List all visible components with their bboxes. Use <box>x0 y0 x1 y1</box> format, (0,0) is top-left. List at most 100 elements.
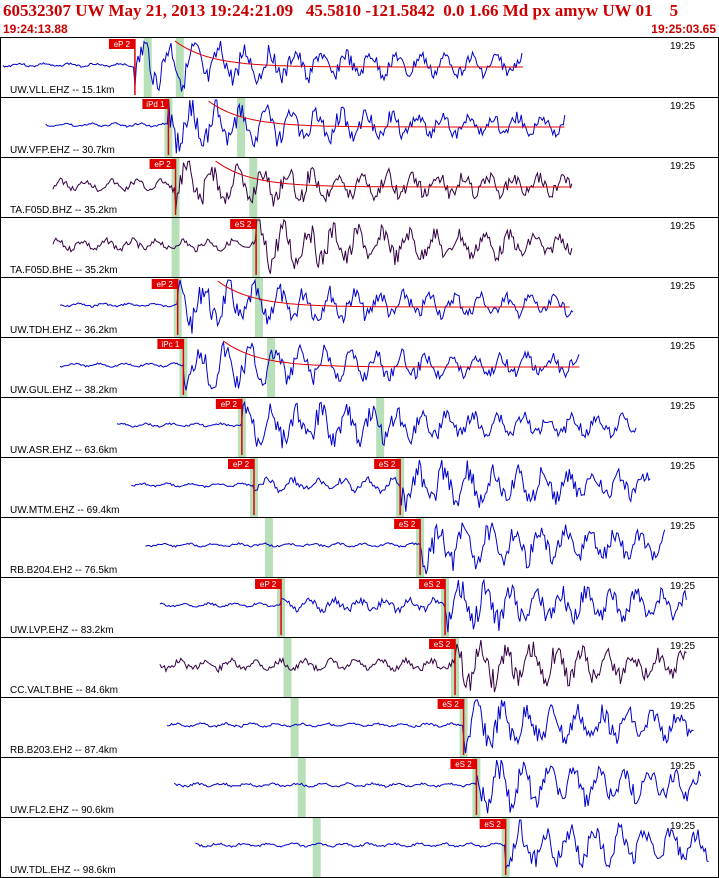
station-label: UW.LVP.EHZ -- 83.2km <box>10 625 114 636</box>
pick-label: eS 2 <box>235 220 252 229</box>
pick-label: eP 2 <box>260 580 277 589</box>
arrival-marker <box>249 158 258 217</box>
arrival-marker <box>312 818 321 877</box>
waveform <box>45 99 566 154</box>
waveform <box>195 819 709 871</box>
station-label: UW.TDL.EHZ -- 98.6km <box>10 865 116 876</box>
event-header: 60532307 UW May 21, 2013 19:24:21.09 45.… <box>0 0 719 38</box>
waveform <box>166 699 694 753</box>
coda-curve <box>223 340 580 368</box>
station-label: TA.F05D.BHE -- 35.2km <box>10 265 118 276</box>
time-tick-label: 19:25 <box>670 401 695 412</box>
pick-label-box[interactable] <box>230 219 257 229</box>
arrival-marker <box>283 638 292 697</box>
pick-label-box[interactable] <box>157 339 184 349</box>
time-tick-label: 19:25 <box>670 821 695 832</box>
station-label: UW.GUL.EHZ -- 38.2km <box>10 385 117 396</box>
station-label: UW.ASR.EHZ -- 63.6km <box>10 445 117 456</box>
station-label: UW.VLL.EHZ -- 15.1km <box>10 85 114 96</box>
trace-row[interactable]: eS 2 19:25 RB.B203.EH2 -- 87.4km <box>0 697 719 758</box>
pick-label-box[interactable] <box>255 579 282 589</box>
pick-label: eS 2 <box>379 460 396 469</box>
time-tick-label: 19:25 <box>670 761 695 772</box>
arrival-marker <box>237 98 246 157</box>
pick-label-box[interactable] <box>374 459 401 469</box>
pick-label: eP 2 <box>154 160 171 169</box>
coda-curve <box>208 100 565 128</box>
time-tick-label: 19:25 <box>670 641 695 652</box>
arrival-marker <box>254 278 263 337</box>
arrival-marker <box>267 338 276 397</box>
time-tick-label: 19:25 <box>670 461 695 472</box>
trace-row[interactable]: eP 2 19:25 UW.ASR.EHZ -- 63.6km <box>0 397 719 458</box>
trace-row[interactable]: eS 2 19:25 UW.FL2.EHZ -- 90.6km <box>0 757 719 818</box>
pick-label: eS 2 <box>399 520 416 529</box>
coda-curve <box>217 280 570 308</box>
pick-label-box[interactable] <box>215 399 242 409</box>
time-tick-label: 19:25 <box>670 161 695 172</box>
pick-label-box[interactable] <box>437 699 464 709</box>
pick-label: eS 2 <box>424 580 441 589</box>
waveform <box>59 340 580 391</box>
time-tick-label: 19:25 <box>670 41 695 52</box>
arrival-marker <box>143 38 152 97</box>
end-time: 19:25:03.65 <box>651 22 716 36</box>
start-time: 19:24:13.88 <box>3 22 68 36</box>
waveform <box>159 578 687 633</box>
trace-row[interactable]: eP 2 19:25 UW.VLL.EHZ -- 15.1km <box>0 37 719 98</box>
time-tick-label: 19:25 <box>670 701 695 712</box>
trace-row[interactable]: eP 2 19:25 UW.TDH.EHZ -- 36.2km <box>0 277 719 338</box>
pick-label-box[interactable] <box>394 519 421 529</box>
pick-label: iPd 1 <box>146 100 165 109</box>
station-label: RB.B203.EH2 -- 87.4km <box>10 745 117 756</box>
pick-label: eS 2 <box>484 820 501 829</box>
waveform <box>52 218 573 274</box>
pick-label-box[interactable] <box>450 759 477 769</box>
arrival-marker <box>290 698 299 757</box>
pick-label: eS 2 <box>455 760 472 769</box>
station-label: TA.F05D.BHZ -- 35.2km <box>10 205 117 216</box>
pick-label-box[interactable] <box>108 39 135 49</box>
pick-label: eP 2 <box>221 400 238 409</box>
waveform <box>116 400 637 449</box>
time-tick-label: 19:25 <box>670 341 695 352</box>
station-label: UW.MTM.EHZ -- 69.4km <box>10 505 119 516</box>
time-tick-label: 19:25 <box>670 521 695 532</box>
pick-label: eP 2 <box>114 40 131 49</box>
trace-row[interactable]: eS 2 19:25 RB.B204.EH2 -- 76.5km <box>0 517 719 578</box>
waveform <box>159 639 687 693</box>
station-label: UW.FL2.EHZ -- 90.6km <box>10 805 114 816</box>
pick-label-box[interactable] <box>227 459 254 469</box>
pick-label-box[interactable] <box>419 579 446 589</box>
trace-row[interactable]: eS 2 19:25 UW.TDL.EHZ -- 98.6km <box>0 817 719 878</box>
trace-row[interactable]: iPc 1 19:25 UW.GUL.EHZ -- 38.2km <box>0 337 719 398</box>
time-tick-label: 19:25 <box>670 581 695 592</box>
coda-curve <box>174 40 523 68</box>
station-label: UW.TDH.EHZ -- 36.2km <box>10 325 117 336</box>
trace-row[interactable]: eS 2 19:25 CC.VALT.BHE -- 84.6km <box>0 637 719 698</box>
station-label: RB.B204.EH2 -- 76.5km <box>10 565 117 576</box>
trace-row[interactable]: eP 2 19:25 TA.F05D.BHZ -- 35.2km <box>0 157 719 218</box>
seismogram-panel: eP 2 19:25 UW.VLL.EHZ -- 15.1km iPd 1 19:25 U… <box>0 37 719 878</box>
trace-row[interactable]: eP 2 eS 2 19:25 UW.MTM.EHZ -- 69.4km <box>0 457 719 518</box>
station-label: UW.VFP.EHZ -- 30.7km <box>10 145 115 156</box>
waveform <box>145 522 666 575</box>
waveform <box>173 759 702 814</box>
arrival-marker <box>376 398 385 457</box>
event-title: 60532307 UW May 21, 2013 19:24:21.09 45.… <box>3 1 679 20</box>
pick-label: eP 2 <box>233 460 250 469</box>
trace-row[interactable]: eP 2 eS 2 19:25 UW.LVP.EHZ -- 83.2km <box>0 577 719 638</box>
station-label: CC.VALT.BHE -- 84.6km <box>10 685 118 696</box>
pick-label-box[interactable] <box>479 819 506 829</box>
pick-label-box[interactable] <box>151 279 178 289</box>
pick-label: eS 2 <box>434 640 451 649</box>
coda-curve <box>215 160 572 188</box>
pick-label: eP 2 <box>157 280 174 289</box>
trace-row[interactable]: iPd 1 19:25 UW.VFP.EHZ -- 30.7km <box>0 97 719 158</box>
time-tick-label: 19:25 <box>670 221 695 232</box>
pick-label-box[interactable] <box>149 159 176 169</box>
waveform <box>52 160 573 210</box>
trace-row[interactable]: eS 2 19:25 TA.F05D.BHE -- 35.2km <box>0 217 719 278</box>
pick-label-box[interactable] <box>142 99 169 109</box>
pick-label-box[interactable] <box>429 639 456 649</box>
